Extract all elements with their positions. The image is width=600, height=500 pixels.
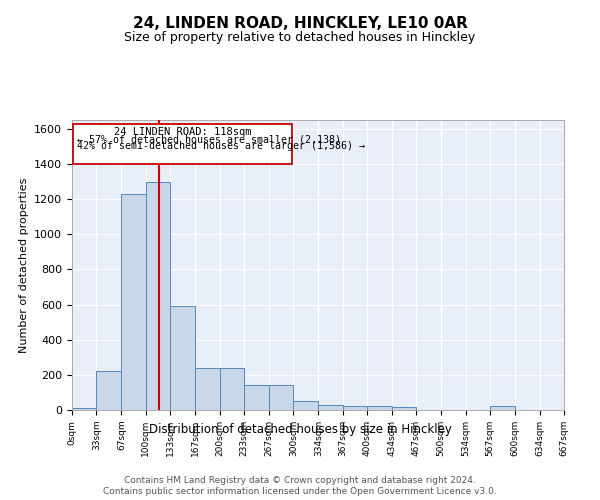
Bar — [319, 404, 343, 410]
Bar — [244, 384, 269, 410]
Bar — [72, 408, 97, 410]
Y-axis label: Number of detached properties: Number of detached properties — [19, 178, 29, 352]
Bar — [97, 372, 121, 410]
Text: 24, LINDEN ROAD, HINCKLEY, LE10 0AR: 24, LINDEN ROAD, HINCKLEY, LE10 0AR — [133, 16, 467, 31]
Text: Contains HM Land Registry data © Crown copyright and database right 2024.: Contains HM Land Registry data © Crown c… — [124, 476, 476, 485]
Bar — [367, 406, 392, 410]
Bar — [170, 306, 195, 410]
Text: 42% of semi-detached houses are larger (1,586) →: 42% of semi-detached houses are larger (… — [77, 141, 365, 151]
Bar — [121, 194, 146, 410]
Bar — [392, 408, 416, 410]
Bar — [293, 401, 319, 410]
Text: 24 LINDEN ROAD: 118sqm: 24 LINDEN ROAD: 118sqm — [113, 127, 251, 137]
FancyBboxPatch shape — [73, 124, 292, 164]
Bar — [490, 406, 515, 410]
Bar — [269, 384, 293, 410]
Bar — [195, 368, 220, 410]
Bar — [343, 406, 367, 410]
Text: Size of property relative to detached houses in Hinckley: Size of property relative to detached ho… — [124, 31, 476, 44]
Bar — [146, 182, 170, 410]
Bar — [220, 368, 244, 410]
Text: Distribution of detached houses by size in Hinckley: Distribution of detached houses by size … — [149, 422, 451, 436]
Text: ← 57% of detached houses are smaller (2,138): ← 57% of detached houses are smaller (2,… — [77, 135, 341, 145]
Text: Contains public sector information licensed under the Open Government Licence v3: Contains public sector information licen… — [103, 488, 497, 496]
